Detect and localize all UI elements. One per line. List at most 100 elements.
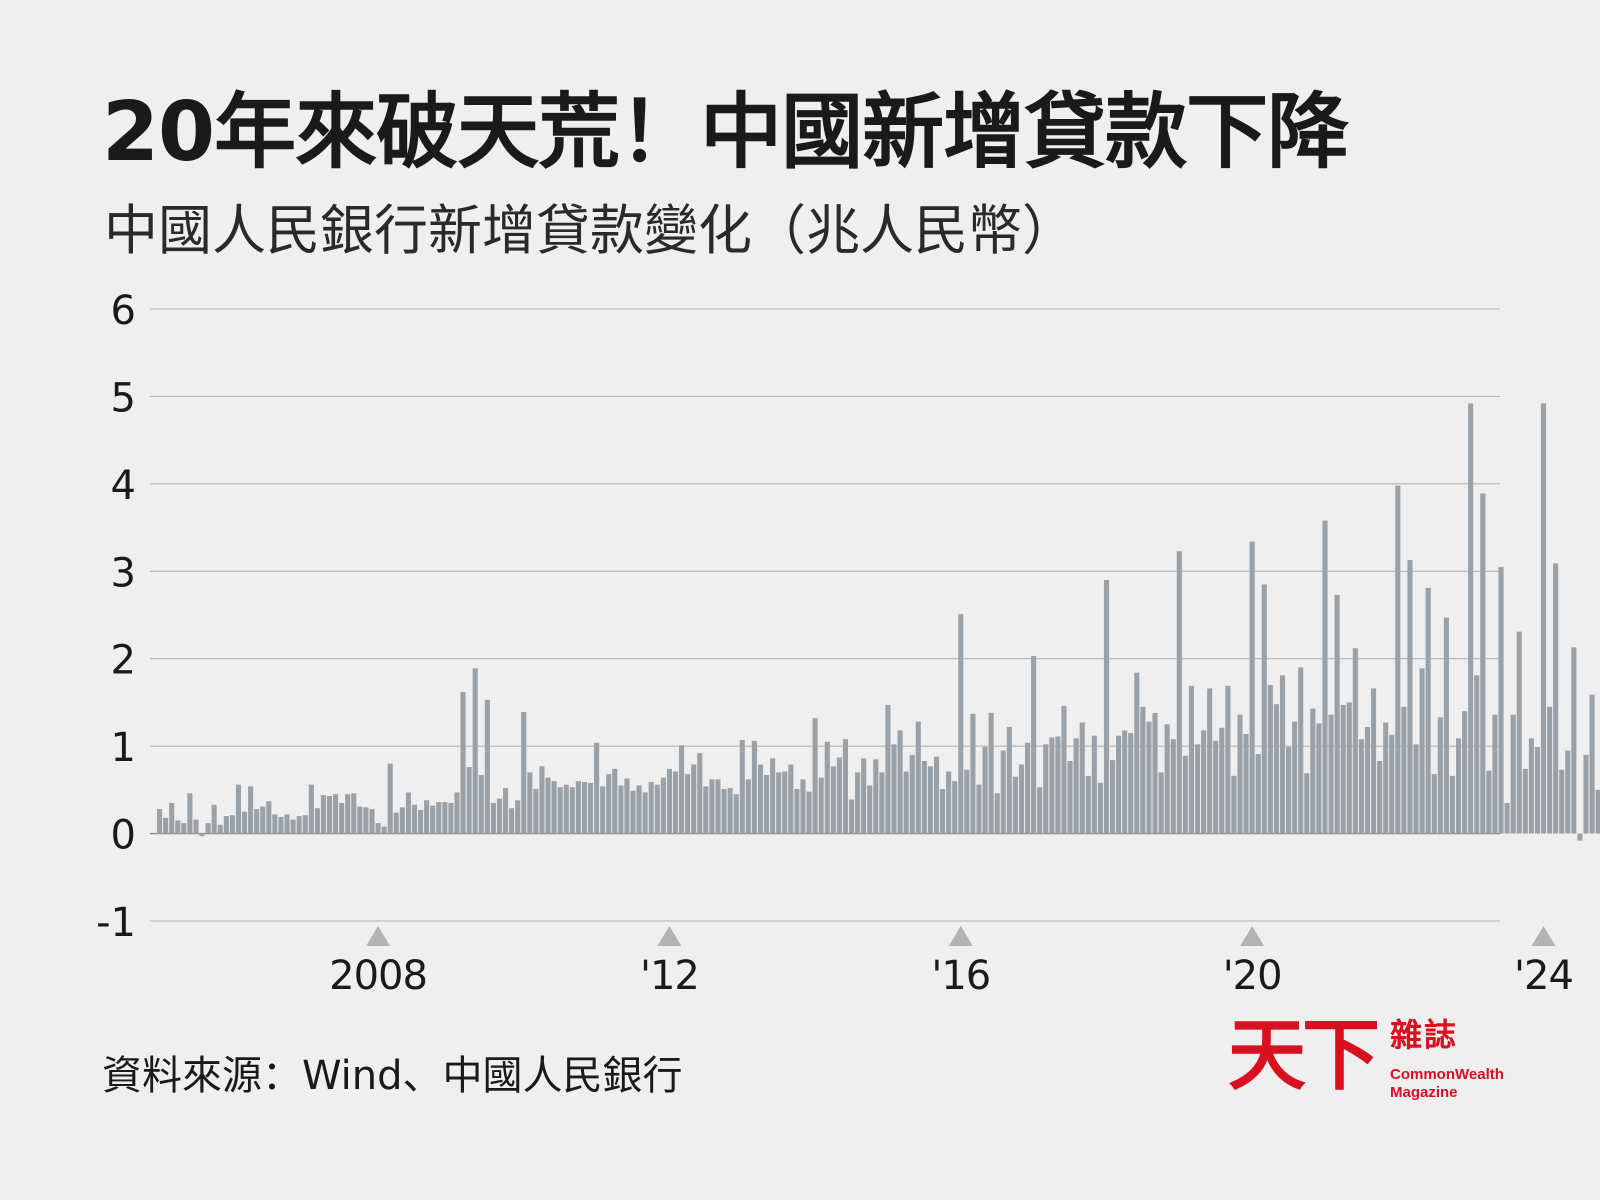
bar bbox=[1079, 722, 1085, 834]
bar bbox=[1279, 675, 1286, 834]
bar bbox=[1194, 744, 1201, 834]
bar bbox=[1286, 747, 1292, 834]
bar bbox=[424, 800, 430, 834]
bar bbox=[581, 781, 587, 834]
bar bbox=[1383, 722, 1389, 834]
bar bbox=[1334, 594, 1340, 834]
bar bbox=[812, 718, 818, 834]
bar bbox=[642, 792, 648, 834]
bar bbox=[229, 815, 235, 834]
bar bbox=[1371, 688, 1377, 834]
x-tick-marker bbox=[1240, 926, 1265, 946]
bar bbox=[1395, 485, 1401, 834]
bar bbox=[339, 802, 345, 834]
bar bbox=[533, 788, 539, 834]
bar bbox=[290, 819, 296, 834]
bar bbox=[284, 814, 290, 834]
bar bbox=[1540, 403, 1547, 834]
bar bbox=[697, 753, 703, 834]
bar bbox=[587, 782, 594, 834]
x-tick-marker bbox=[366, 926, 391, 946]
bar bbox=[1237, 714, 1243, 834]
bar bbox=[1522, 768, 1528, 834]
bar bbox=[927, 766, 933, 834]
bar bbox=[351, 793, 357, 834]
bar bbox=[1213, 740, 1219, 834]
y-tick-label: 2 bbox=[111, 638, 136, 684]
bar bbox=[897, 730, 903, 834]
bar bbox=[181, 823, 187, 834]
bar bbox=[1049, 737, 1055, 834]
bar bbox=[921, 761, 927, 834]
bar bbox=[1492, 714, 1498, 834]
bar bbox=[193, 819, 199, 834]
bar bbox=[1425, 587, 1431, 834]
bar bbox=[278, 816, 284, 834]
bar bbox=[442, 802, 448, 834]
bar bbox=[612, 768, 618, 834]
bar bbox=[764, 774, 770, 834]
bar bbox=[436, 802, 442, 834]
bar bbox=[636, 785, 642, 834]
y-tick-label: 0 bbox=[111, 813, 136, 859]
bar bbox=[411, 804, 418, 834]
bar bbox=[800, 779, 806, 834]
bar bbox=[296, 816, 302, 834]
bar bbox=[715, 779, 721, 834]
x-tick-label: '16 bbox=[931, 953, 990, 999]
bar bbox=[1401, 706, 1407, 834]
bar bbox=[836, 757, 842, 834]
bar bbox=[187, 793, 193, 834]
bar bbox=[1292, 721, 1298, 834]
bar bbox=[1352, 648, 1358, 834]
bar bbox=[399, 807, 405, 834]
bar bbox=[1000, 750, 1006, 834]
bar bbox=[1310, 708, 1316, 834]
bar bbox=[879, 772, 885, 834]
bar bbox=[861, 758, 867, 834]
bar bbox=[490, 802, 496, 834]
bar bbox=[460, 691, 466, 834]
bar bbox=[958, 614, 964, 834]
bar bbox=[557, 787, 563, 834]
bar bbox=[266, 801, 272, 834]
bar bbox=[381, 826, 387, 834]
bar bbox=[1249, 541, 1255, 834]
bar bbox=[1006, 726, 1012, 834]
bar bbox=[545, 777, 551, 834]
bar bbox=[739, 740, 745, 834]
bar bbox=[903, 771, 909, 834]
logo-en-line2: Magazine bbox=[1390, 1084, 1458, 1101]
bar bbox=[1419, 668, 1425, 834]
bar bbox=[484, 699, 490, 834]
bar bbox=[988, 712, 994, 834]
bar bbox=[551, 781, 557, 834]
bar bbox=[1577, 833, 1583, 841]
bar bbox=[970, 713, 976, 834]
bar bbox=[600, 786, 606, 834]
bar bbox=[515, 800, 521, 834]
bar bbox=[169, 802, 175, 834]
bar bbox=[745, 779, 751, 834]
bar bbox=[1340, 705, 1346, 834]
bar bbox=[818, 777, 824, 834]
bar bbox=[654, 784, 660, 834]
bar bbox=[223, 816, 229, 834]
bar bbox=[260, 806, 266, 834]
logo-zh-text: 雜誌 bbox=[1390, 1016, 1459, 1054]
bar bbox=[648, 781, 654, 834]
y-tick-label: 6 bbox=[111, 288, 136, 334]
bar bbox=[1504, 802, 1510, 834]
bar bbox=[757, 764, 764, 834]
bar bbox=[606, 774, 612, 834]
bar bbox=[1553, 563, 1559, 834]
bar bbox=[575, 781, 581, 834]
bar bbox=[248, 786, 254, 834]
bar bbox=[660, 777, 666, 834]
x-tick-label: '24 bbox=[1514, 953, 1573, 999]
y-tick-label: 4 bbox=[111, 463, 136, 509]
bar bbox=[1188, 685, 1194, 834]
bar bbox=[830, 766, 836, 834]
bar bbox=[333, 794, 339, 834]
